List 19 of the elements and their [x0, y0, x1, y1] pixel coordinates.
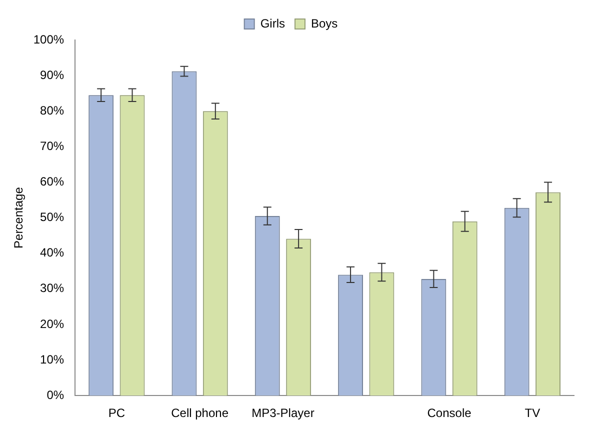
y-axis-title: Percentage — [12, 186, 26, 248]
y-tick-label: 60% — [40, 174, 64, 189]
y-tick-label: 10% — [40, 352, 64, 366]
y-tick-label: 70% — [40, 138, 64, 153]
legend-label: Girls — [260, 16, 285, 30]
x-tick-label: TV — [524, 406, 540, 420]
x-tick-label: Console — [427, 406, 472, 420]
y-tick-label: 90% — [40, 68, 64, 82]
y-tick-label: 40% — [40, 246, 64, 260]
y-tick-label: 20% — [40, 316, 64, 331]
y-tick-label: 100% — [33, 32, 64, 46]
y-tick-label: 0% — [46, 388, 64, 402]
x-tick-label: PC — [108, 406, 126, 420]
y-tick-label: 50% — [40, 210, 64, 224]
y-tick-label: 80% — [40, 103, 64, 118]
x-tick-label: Cell phone — [171, 406, 229, 420]
x-tick-label: MP3-Player — [252, 406, 314, 420]
y-tick-label: 30% — [40, 281, 64, 296]
legend-label: Boys — [310, 16, 338, 30]
